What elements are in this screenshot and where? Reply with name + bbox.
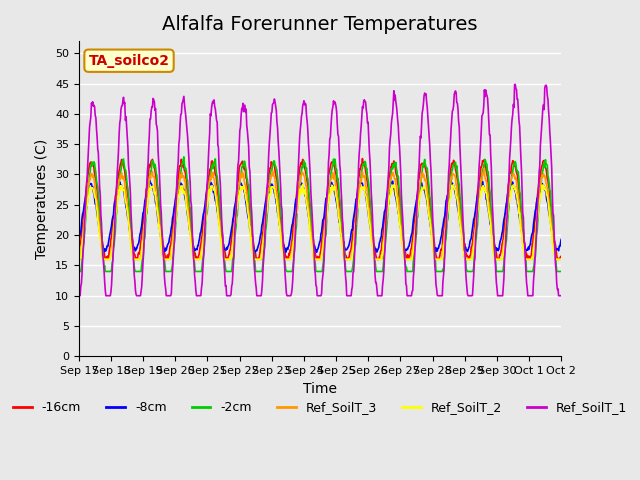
- X-axis label: Time: Time: [303, 382, 337, 396]
- -8cm: [313, 250, 321, 255]
- -2cm: [75, 269, 83, 275]
- Ref_SoilT_1: [244, 136, 252, 142]
- Ref_SoilT_1: [511, 82, 519, 87]
- Legend: -16cm, -8cm, -2cm, Ref_SoilT_3, Ref_SoilT_2, Ref_SoilT_1: -16cm, -8cm, -2cm, Ref_SoilT_3, Ref_Soil…: [8, 396, 632, 420]
- Ref_SoilT_1: [132, 288, 140, 293]
- -16cm: [221, 248, 228, 253]
- Ref_SoilT_2: [450, 182, 458, 188]
- Ref_SoilT_1: [262, 202, 270, 208]
- Ref_SoilT_3: [132, 256, 140, 262]
- -8cm: [75, 236, 83, 242]
- Ref_SoilT_3: [262, 206, 270, 212]
- Text: TA_soilco2: TA_soilco2: [88, 54, 170, 68]
- Ref_SoilT_1: [396, 157, 404, 163]
- -8cm: [221, 247, 228, 252]
- -2cm: [370, 247, 378, 253]
- -16cm: [102, 256, 109, 262]
- Ref_SoilT_2: [557, 256, 565, 262]
- Ref_SoilT_3: [396, 219, 404, 225]
- -16cm: [75, 252, 83, 257]
- Ref_SoilT_1: [557, 293, 565, 299]
- Ref_SoilT_3: [244, 203, 252, 209]
- -2cm: [132, 269, 140, 275]
- Ref_SoilT_2: [369, 250, 377, 255]
- Ref_SoilT_1: [75, 293, 83, 299]
- -2cm: [180, 154, 188, 160]
- -8cm: [371, 244, 378, 250]
- -8cm: [132, 248, 140, 253]
- Ref_SoilT_2: [220, 256, 228, 262]
- -16cm: [132, 255, 140, 261]
- -16cm: [244, 196, 252, 202]
- -16cm: [557, 253, 565, 259]
- Line: Ref_SoilT_2: Ref_SoilT_2: [79, 185, 561, 259]
- -8cm: [557, 237, 565, 242]
- Ref_SoilT_1: [220, 261, 228, 267]
- Ref_SoilT_1: [369, 230, 377, 236]
- Line: -8cm: -8cm: [79, 180, 561, 252]
- -2cm: [397, 204, 404, 210]
- Ref_SoilT_2: [244, 210, 252, 216]
- Line: -2cm: -2cm: [79, 157, 561, 272]
- Ref_SoilT_2: [132, 256, 140, 262]
- -16cm: [371, 243, 378, 249]
- Y-axis label: Temperatures (C): Temperatures (C): [35, 139, 49, 259]
- -16cm: [358, 156, 366, 161]
- Ref_SoilT_3: [369, 246, 377, 252]
- -16cm: [397, 217, 405, 223]
- -2cm: [221, 259, 228, 265]
- Ref_SoilT_3: [75, 256, 83, 262]
- -8cm: [244, 216, 252, 222]
- Title: Alfalfa Forerunner Temperatures: Alfalfa Forerunner Temperatures: [163, 15, 477, 34]
- -2cm: [557, 269, 565, 275]
- Ref_SoilT_3: [480, 166, 488, 172]
- Line: -16cm: -16cm: [79, 158, 561, 259]
- Ref_SoilT_3: [220, 256, 228, 262]
- Ref_SoilT_2: [75, 256, 83, 262]
- -8cm: [146, 178, 154, 183]
- Ref_SoilT_2: [396, 223, 404, 229]
- Line: Ref_SoilT_1: Ref_SoilT_1: [79, 84, 561, 296]
- Ref_SoilT_3: [557, 256, 565, 262]
- Line: Ref_SoilT_3: Ref_SoilT_3: [79, 169, 561, 259]
- -2cm: [244, 182, 252, 188]
- -8cm: [263, 191, 271, 197]
- -16cm: [263, 186, 271, 192]
- -8cm: [397, 230, 405, 236]
- Ref_SoilT_2: [262, 213, 270, 218]
- -2cm: [263, 216, 271, 222]
